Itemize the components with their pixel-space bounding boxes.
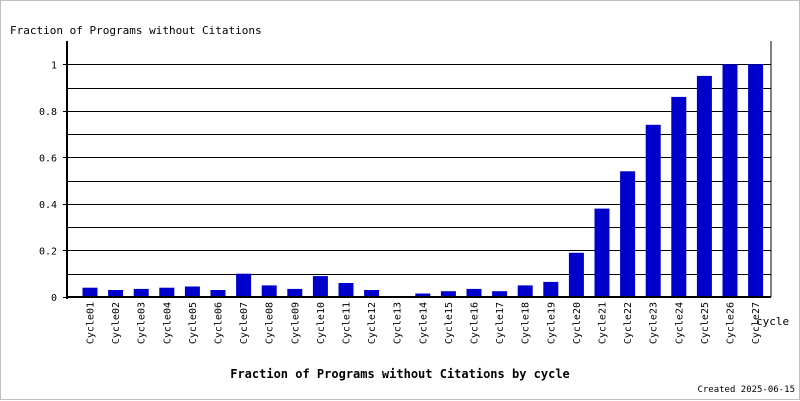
bar <box>543 281 559 297</box>
bar <box>492 291 508 297</box>
x-tick-label: Cycle21 <box>598 302 609 344</box>
bar <box>748 64 764 297</box>
x-tick-label: Cycle05 <box>188 302 199 344</box>
x-tick-label: Cycle13 <box>393 302 404 344</box>
bar <box>415 293 431 297</box>
bar <box>261 285 277 297</box>
y-tick-label: 0.6 <box>39 153 57 164</box>
x-tick-label: Cycle24 <box>674 302 685 344</box>
bar <box>236 273 252 297</box>
y-axis-label: Fraction of Programs without Citations <box>10 24 262 37</box>
created-date: Created 2025-06-15 <box>697 385 795 395</box>
axes <box>63 41 772 299</box>
bar <box>722 64 738 297</box>
x-tick-label: Cycle17 <box>495 302 506 344</box>
x-tick-label: Cycle15 <box>444 302 455 344</box>
bar <box>210 290 226 297</box>
x-tick-label: Cycle20 <box>572 302 583 344</box>
bar <box>671 96 687 298</box>
bar <box>338 283 354 297</box>
x-tick-label: Cycle19 <box>546 302 557 344</box>
bar <box>287 288 303 297</box>
x-tick-label: Cycle16 <box>470 302 481 344</box>
x-tick-label: Cycle04 <box>162 302 173 344</box>
x-tick-label: Cycle23 <box>649 302 660 344</box>
x-tick-label: Cycle25 <box>700 302 711 344</box>
x-tick-label: Cycle26 <box>726 302 737 344</box>
x-tick-label: Cycle18 <box>521 302 532 344</box>
bar <box>312 276 328 297</box>
gridlines <box>67 64 771 275</box>
x-tick-label: Cycle12 <box>367 302 378 344</box>
bar <box>159 287 175 297</box>
bar <box>108 290 124 297</box>
x-tick-label: Cycle22 <box>623 302 634 344</box>
bar <box>82 287 98 297</box>
y-tick-label: 0.8 <box>39 107 57 118</box>
x-tick-label: Cycle27 <box>751 302 762 344</box>
x-tick-label: Cycle08 <box>265 302 276 344</box>
x-tick-label: Cycle07 <box>239 302 250 344</box>
bar <box>517 285 533 297</box>
y-tick-label: 0.4 <box>39 200 57 211</box>
x-tick-label: Cycle03 <box>137 302 148 344</box>
bar <box>594 208 610 297</box>
x-tick-label: Cycle01 <box>86 302 97 344</box>
bar <box>696 75 712 298</box>
bar <box>568 252 584 297</box>
bar <box>466 288 482 297</box>
bar <box>440 291 456 297</box>
x-tick-label: Cycle11 <box>342 302 353 344</box>
y-tick-label: 0 <box>51 293 57 304</box>
bar <box>133 288 149 297</box>
bar <box>645 124 661 297</box>
x-tick-label: Cycle09 <box>290 302 301 344</box>
x-axis-label: cycle <box>756 315 789 328</box>
y-tick-label: 1 <box>51 60 57 71</box>
bar <box>620 171 636 297</box>
x-tick-label: Cycle14 <box>418 302 429 344</box>
x-tick-labels: Cycle01 Cycle02 Cycle03 Cycle04 Cycle05 Cycle… <box>86 302 763 344</box>
bar <box>184 286 200 297</box>
chart-title: Fraction of Programs without Citations b… <box>230 367 570 381</box>
bar <box>364 290 380 297</box>
bars <box>82 64 764 298</box>
y-tick-label: 0.2 <box>39 247 57 258</box>
x-tick-label: Cycle02 <box>111 302 122 344</box>
y-tick-labels: 0 0.2 0.4 0.6 0.8 1 <box>39 60 57 304</box>
x-tick-label: Cycle10 <box>316 302 327 344</box>
x-tick-label: Cycle06 <box>214 302 225 344</box>
